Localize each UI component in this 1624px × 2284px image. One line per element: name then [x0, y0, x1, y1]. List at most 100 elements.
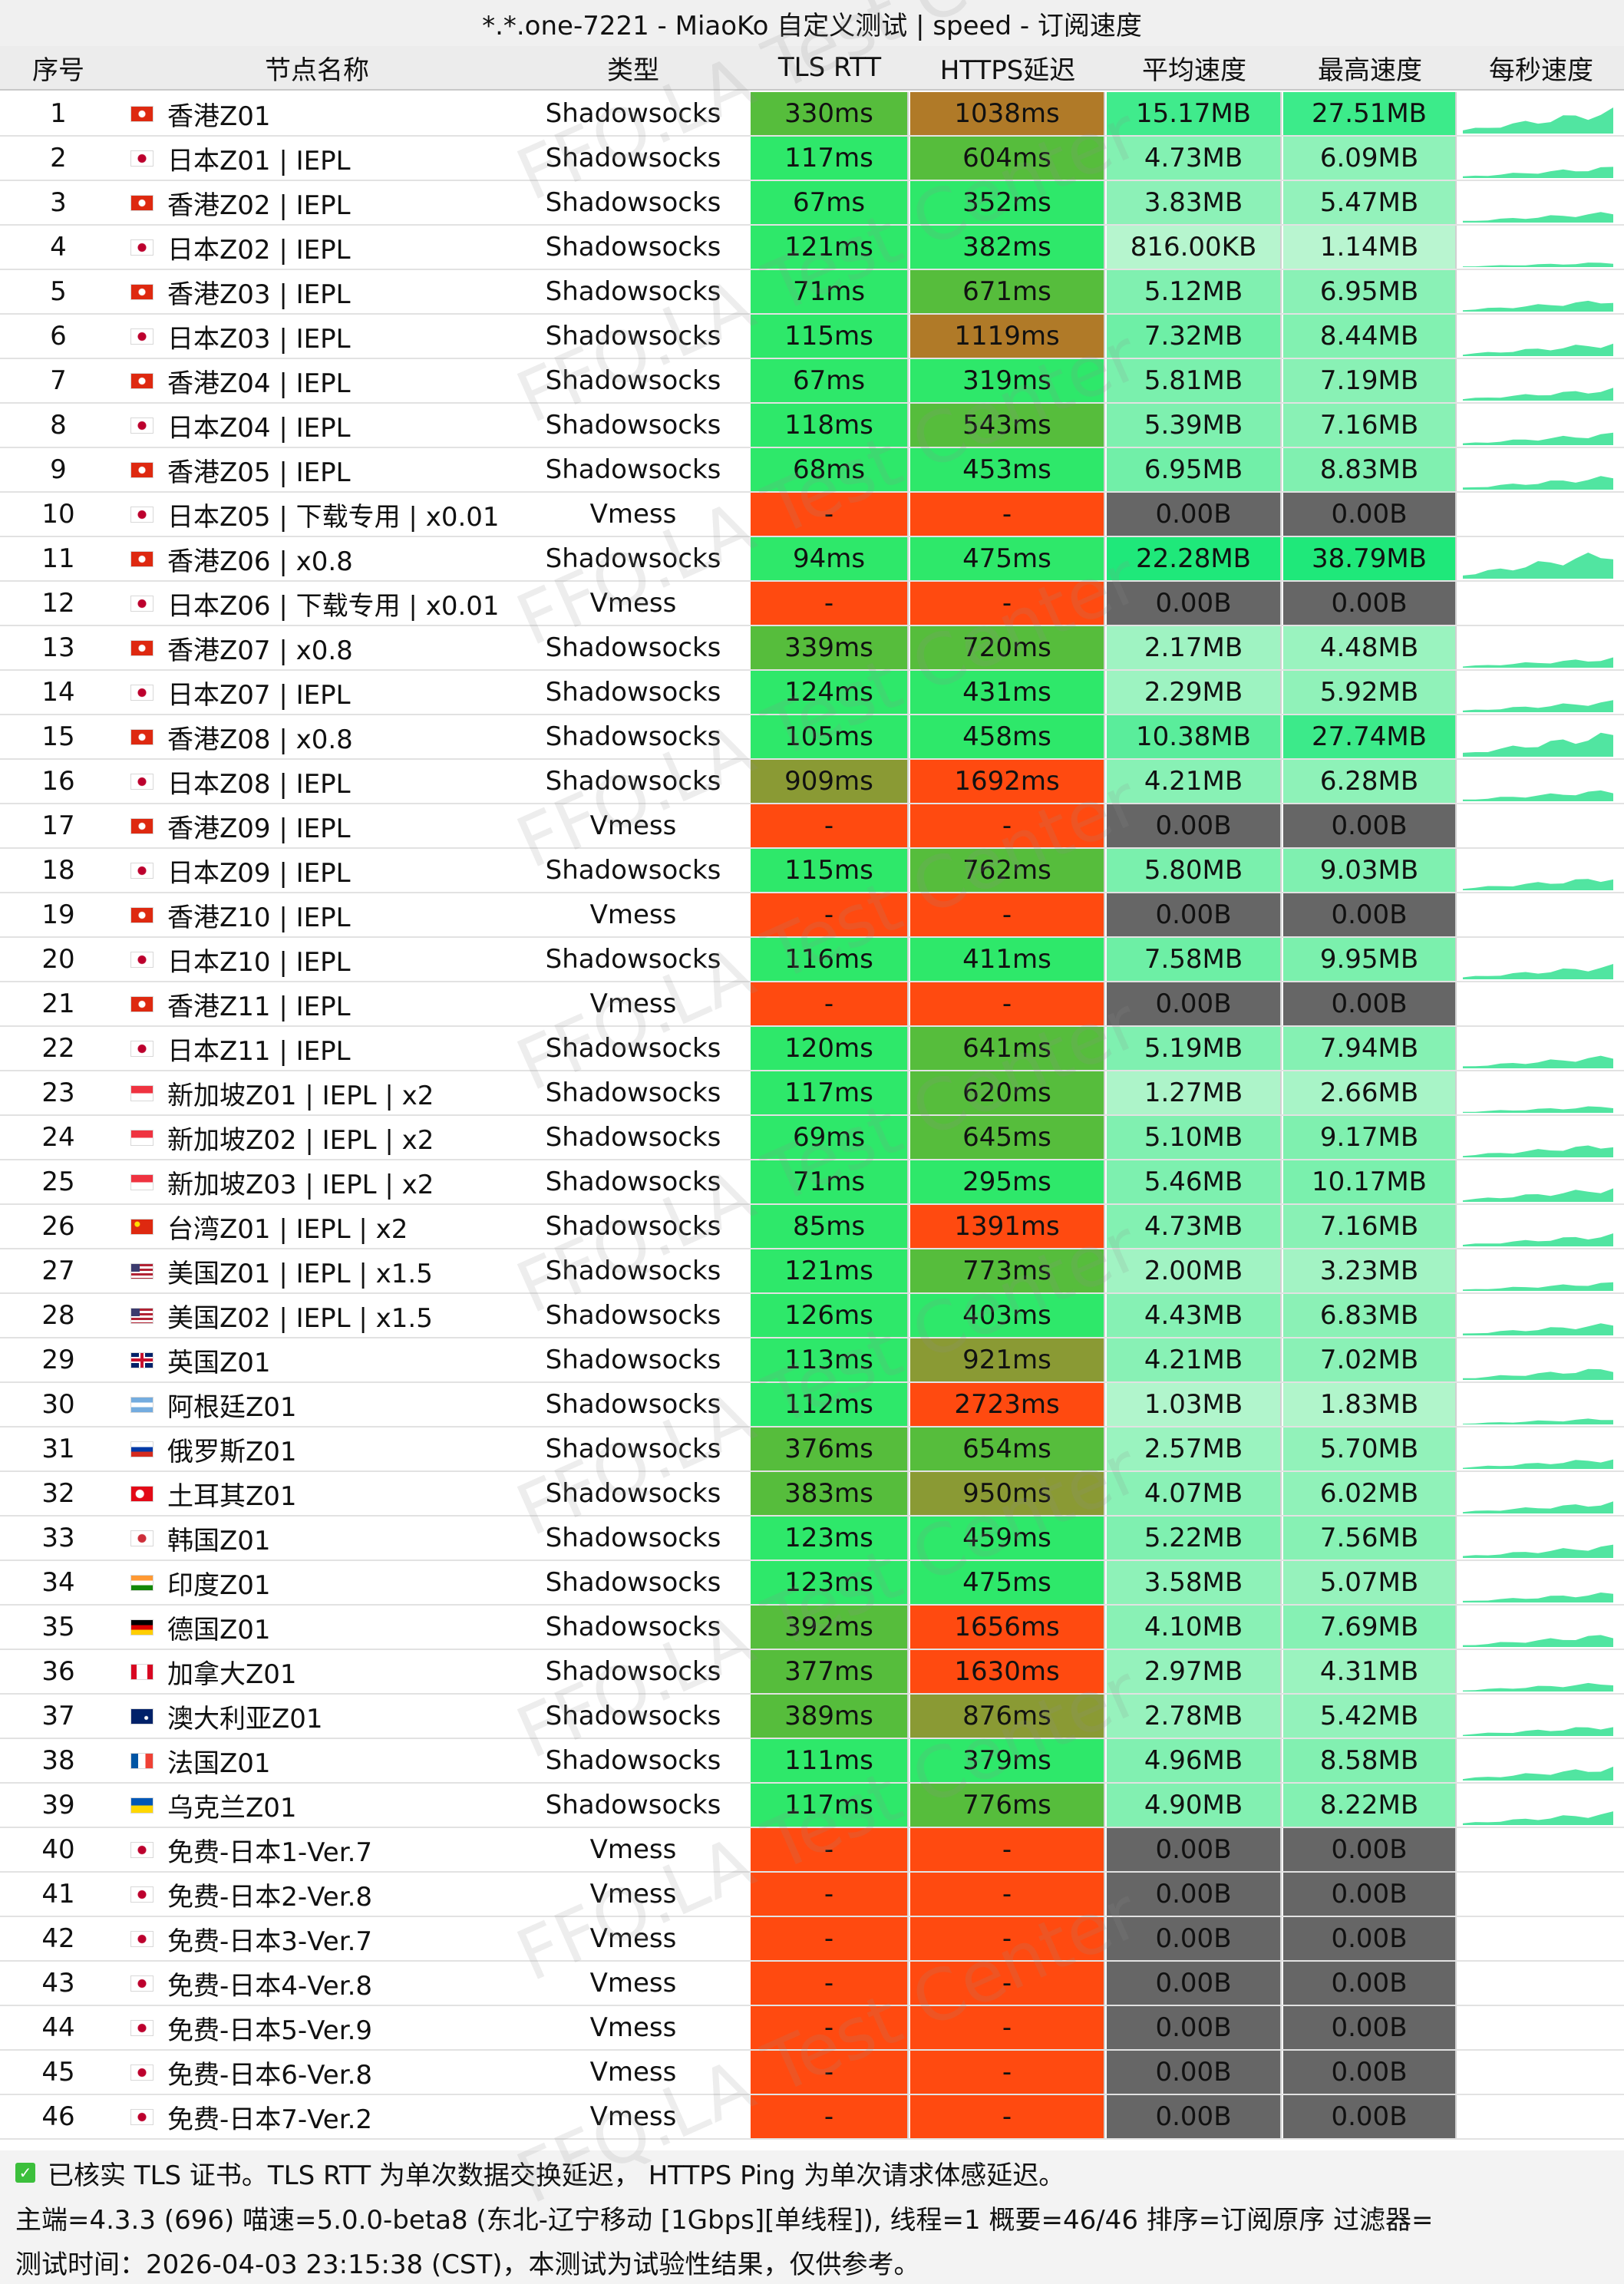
per-second-speed-sparkline	[1458, 1650, 1624, 1693]
sparkline-area	[1463, 1459, 1613, 1469]
max-speed-value: 8.44MB	[1283, 315, 1457, 358]
max-speed-value: 27.74MB	[1283, 715, 1457, 758]
sparkline-area	[1463, 212, 1613, 223]
jp-flag-icon	[130, 150, 153, 167]
footer-time-row: 测试时间：2026-04-03 23:15:38 (CST)，本测试为试验性结果…	[0, 2239, 1624, 2284]
avg-speed-value: 0.00B	[1107, 2095, 1282, 2138]
node-name: 日本Z08 | IEPL	[167, 768, 351, 800]
jp-flag-icon	[130, 1975, 153, 1992]
per-second-speed-sparkline	[1458, 1695, 1624, 1738]
https-latency-value: -	[910, 1873, 1105, 1916]
https-latency-value: -	[910, 893, 1105, 936]
per-second-speed-sparkline	[1458, 1205, 1624, 1248]
row-index: 18	[41, 855, 75, 886]
node-name: 香港Z03 | IEPL	[167, 279, 351, 310]
table-row: 18 日本Z09 | IEPL Shadowsocks 115ms 762ms 5.80M…	[0, 849, 1624, 893]
https-latency-value: 543ms	[910, 404, 1105, 447]
table-row: 13 香港Z07 | x0.8 Shadowsocks 339ms 720ms 2.17M…	[0, 626, 1624, 671]
node-name: 香港Z02 | IEPL	[167, 190, 351, 221]
sparkline-chart	[1463, 1544, 1613, 1558]
sparkline-chart	[1463, 964, 1613, 979]
jp-flag-icon	[130, 1040, 153, 1057]
node-name-cell: 日本Z01 | IEPL	[117, 137, 517, 180]
row-index: 14	[41, 677, 75, 708]
node-name: 香港Z09 | IEPL	[167, 813, 351, 844]
sg-flag-icon	[130, 1084, 153, 1101]
avg-speed-value: 0.00B	[1107, 1828, 1282, 1871]
node-name: 日本Z07 | IEPL	[167, 679, 351, 711]
node-name: 日本Z01 | IEPL	[167, 145, 351, 177]
table-header: 序号 节点名称 类型 TLS RTT HTTPS延迟 平均速度 最高速度 每秒速…	[0, 46, 1624, 91]
per-second-speed-sparkline	[1458, 893, 1624, 936]
max-speed-value: 5.07MB	[1283, 1561, 1457, 1604]
https-latency-value: 411ms	[910, 938, 1105, 981]
row-index: 35	[41, 1612, 75, 1642]
row-index: 24	[41, 1122, 75, 1153]
footer-params-row: 主端=4.3.3 (696) 喵速=5.0.0-beta8 (东北-辽宁移动 […	[0, 2195, 1624, 2239]
per-second-speed-sparkline	[1458, 315, 1624, 358]
avg-speed-value: 4.21MB	[1107, 760, 1282, 803]
jp-flag-icon	[130, 2019, 153, 2036]
per-second-speed-sparkline	[1458, 1517, 1624, 1560]
avg-speed-value: 0.00B	[1107, 1917, 1282, 1960]
node-name: 台湾Z01 | IEPL | x2	[167, 1213, 408, 1245]
sparkline-chart	[1463, 167, 1613, 178]
node-type: Shadowsocks	[545, 232, 721, 262]
table-row: 39 乌克兰Z01 Shadowsocks 117ms 776ms 4.90MB 8.22M…	[0, 1784, 1624, 1828]
node-type: Vmess	[589, 588, 677, 619]
per-second-speed-sparkline	[1458, 715, 1624, 758]
jp-flag-icon	[130, 417, 153, 434]
https-latency-value: 458ms	[910, 715, 1105, 758]
avg-speed-value: 5.80MB	[1107, 849, 1282, 892]
node-name: 印度Z01	[167, 1569, 271, 1601]
table-row: 28 美国Z02 | IEPL | x1.5 Shadowsocks 126ms 403…	[0, 1294, 1624, 1338]
https-latency-value: 1630ms	[910, 1650, 1105, 1693]
row-index: 9	[50, 454, 67, 485]
per-second-speed-sparkline	[1458, 1472, 1624, 1515]
row-index: 22	[41, 1033, 75, 1064]
column-header-per-second-speed: 每秒速度	[1489, 54, 1593, 86]
footer-test-time: 测试时间：2026-04-03 23:15:38 (CST)，本测试为试验性结果…	[15, 2249, 920, 2280]
max-speed-value: 7.94MB	[1283, 1027, 1457, 1070]
tls-rtt-value: 71ms	[751, 270, 909, 313]
check-icon: ✓	[15, 2163, 35, 2183]
https-latency-value: 453ms	[910, 448, 1105, 491]
node-type: Shadowsocks	[545, 1434, 721, 1464]
us-flag-icon	[130, 1307, 153, 1324]
node-type: Shadowsocks	[545, 1256, 721, 1286]
row-index: 29	[41, 1345, 75, 1375]
node-name-cell: 香港Z01	[117, 92, 517, 135]
row-index: 46	[41, 2101, 75, 2132]
sparkline-area	[1463, 1282, 1613, 1291]
tls-rtt-value: -	[751, 1873, 909, 1916]
node-type: Shadowsocks	[545, 98, 721, 129]
tls-rtt-value: -	[751, 893, 909, 936]
row-index: 5	[50, 276, 67, 307]
sparkline-chart	[1463, 1635, 1613, 1647]
avg-speed-value: 0.00B	[1107, 2006, 1282, 2049]
table-row: 9 香港Z05 | IEPL Shadowsocks 68ms 453ms 6.95MB 8…	[0, 448, 1624, 493]
per-second-speed-sparkline	[1458, 1071, 1624, 1114]
https-latency-value: 352ms	[910, 181, 1105, 224]
https-latency-value: 295ms	[910, 1160, 1105, 1203]
node-name-cell: 新加坡Z02 | IEPL | x2	[117, 1116, 517, 1159]
node-name: 香港Z05 | IEPL	[167, 457, 351, 488]
node-name-cell: 土耳其Z01	[117, 1472, 517, 1515]
max-speed-value: 10.17MB	[1283, 1160, 1457, 1203]
sparkline-chart	[1463, 343, 1613, 356]
node-name-cell: 日本Z03 | IEPL	[117, 315, 517, 358]
node-type: Vmess	[589, 2101, 677, 2132]
row-index: 21	[41, 989, 75, 1019]
node-type: Shadowsocks	[545, 276, 721, 307]
max-speed-value: 9.95MB	[1283, 938, 1457, 981]
node-type: Shadowsocks	[545, 143, 721, 173]
column-header-https-latency: HTTPS延迟	[939, 54, 1076, 86]
jp-flag-icon	[130, 506, 153, 523]
sparkline-chart	[1463, 1682, 1613, 1692]
per-second-speed-sparkline	[1458, 671, 1624, 714]
https-latency-value: 431ms	[910, 671, 1105, 714]
hk-flag-icon	[130, 105, 153, 122]
node-name: 日本Z10 | IEPL	[167, 946, 351, 978]
per-second-speed-sparkline	[1458, 1739, 1624, 1782]
tls-rtt-value: 67ms	[751, 359, 909, 402]
